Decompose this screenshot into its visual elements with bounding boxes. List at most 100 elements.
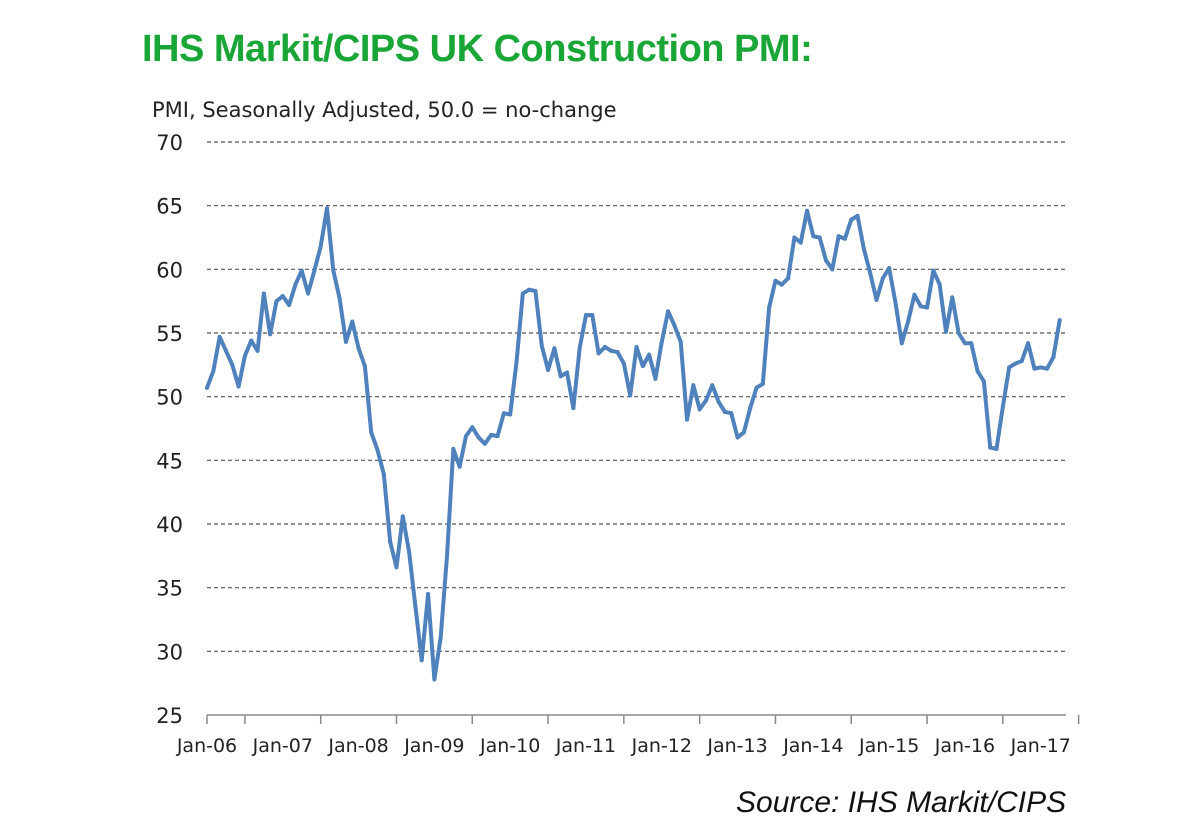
data-point bbox=[754, 385, 759, 390]
y-tick-label-60: 60 bbox=[156, 258, 183, 282]
source-note: Source: IHS Markit/CIPS bbox=[736, 786, 1067, 819]
data-point bbox=[236, 384, 241, 389]
data-point bbox=[931, 268, 936, 273]
data-point bbox=[722, 409, 727, 414]
data-point bbox=[375, 448, 380, 453]
data-point bbox=[337, 296, 342, 301]
data-point bbox=[994, 446, 999, 451]
data-point bbox=[565, 370, 570, 375]
data-point bbox=[805, 208, 810, 213]
data-point bbox=[508, 412, 513, 417]
data-point bbox=[672, 323, 677, 328]
y-tick-label-40: 40 bbox=[156, 513, 183, 537]
data-point bbox=[596, 351, 601, 356]
data-point bbox=[855, 213, 860, 218]
data-point bbox=[514, 360, 519, 365]
data-point bbox=[906, 319, 911, 324]
data-point bbox=[634, 345, 639, 350]
data-point bbox=[962, 341, 967, 346]
data-point bbox=[1045, 366, 1050, 371]
data-point bbox=[685, 417, 690, 422]
data-point bbox=[918, 304, 923, 309]
data-point bbox=[280, 294, 285, 299]
y-tick-label-30: 30 bbox=[156, 640, 183, 664]
data-point bbox=[533, 288, 538, 293]
data-point bbox=[369, 430, 374, 435]
data-point bbox=[710, 383, 715, 388]
data-point bbox=[735, 435, 740, 440]
data-point bbox=[1013, 361, 1018, 366]
data-point bbox=[1007, 365, 1012, 370]
data-point bbox=[312, 268, 317, 273]
data-point bbox=[1000, 404, 1005, 409]
data-point bbox=[590, 313, 595, 318]
data-point bbox=[880, 276, 885, 281]
data-point bbox=[432, 677, 437, 682]
data-point bbox=[621, 361, 626, 366]
data-point bbox=[748, 406, 753, 411]
x-tick-label-Jan-06: Jan-06 bbox=[176, 735, 237, 757]
data-point bbox=[318, 244, 323, 249]
data-point bbox=[887, 266, 892, 271]
data-point bbox=[836, 234, 841, 239]
data-point bbox=[419, 658, 424, 663]
data-point bbox=[615, 350, 620, 355]
data-point bbox=[482, 441, 487, 446]
x-tick-label-Jan-14: Jan-14 bbox=[782, 735, 843, 757]
data-point bbox=[609, 348, 614, 353]
data-point bbox=[741, 430, 746, 435]
x-tick-label-Jan-07: Jan-07 bbox=[252, 735, 313, 757]
data-point bbox=[457, 464, 462, 469]
data-point bbox=[356, 346, 361, 351]
data-point bbox=[274, 299, 279, 304]
data-point bbox=[868, 271, 873, 276]
data-point bbox=[489, 432, 494, 437]
data-point bbox=[470, 425, 475, 430]
data-point bbox=[539, 343, 544, 348]
data-point bbox=[350, 319, 355, 324]
data-point bbox=[211, 369, 216, 374]
x-tick-label-Jan-11: Jan-11 bbox=[555, 735, 616, 757]
data-point bbox=[792, 235, 797, 240]
data-point bbox=[969, 341, 974, 346]
data-point bbox=[476, 435, 481, 440]
x-tick-label-Jan-12: Jan-12 bbox=[631, 735, 692, 757]
data-point bbox=[666, 309, 671, 314]
data-point bbox=[558, 374, 563, 379]
data-point bbox=[438, 635, 443, 640]
data-point bbox=[261, 291, 266, 296]
x-tick-label-Jan-08: Jan-08 bbox=[327, 735, 388, 757]
data-point bbox=[325, 206, 330, 211]
y-tick-label-55: 55 bbox=[156, 322, 183, 346]
data-point bbox=[343, 339, 348, 344]
data-point bbox=[577, 346, 582, 351]
data-point bbox=[640, 364, 645, 369]
x-tick-label-Jan-16: Jan-16 bbox=[934, 735, 995, 757]
data-point bbox=[287, 302, 292, 307]
x-tick-label-Jan-15: Jan-15 bbox=[858, 735, 919, 757]
data-point bbox=[975, 369, 980, 374]
data-point bbox=[1038, 365, 1043, 370]
data-point bbox=[546, 367, 551, 372]
data-point bbox=[981, 379, 986, 384]
data-point bbox=[950, 295, 955, 300]
y-tick-label-35: 35 bbox=[156, 577, 183, 601]
data-point bbox=[823, 258, 828, 263]
x-tick-label-Jan-09: Jan-09 bbox=[403, 735, 464, 757]
data-point bbox=[463, 434, 468, 439]
data-point bbox=[653, 376, 658, 381]
data-point bbox=[230, 362, 235, 367]
data-point bbox=[583, 313, 588, 318]
data-point bbox=[407, 550, 412, 555]
data-point bbox=[893, 300, 898, 305]
series-group bbox=[205, 206, 1062, 682]
data-point bbox=[659, 339, 664, 344]
data-point bbox=[293, 282, 298, 287]
y-tick-label-65: 65 bbox=[156, 195, 183, 219]
data-point bbox=[205, 385, 209, 390]
data-point bbox=[716, 399, 721, 404]
data-point bbox=[786, 276, 791, 281]
data-point bbox=[362, 364, 367, 369]
data-point bbox=[413, 604, 418, 609]
series-line-0 bbox=[205, 206, 1062, 682]
